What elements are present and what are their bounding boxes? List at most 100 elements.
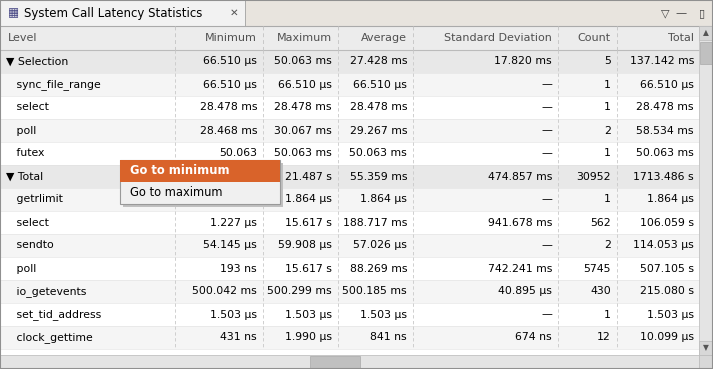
Text: 2: 2	[604, 241, 611, 251]
Text: 28.478 ms: 28.478 ms	[349, 103, 407, 113]
Text: ▼: ▼	[703, 344, 709, 352]
Text: 507.105 s: 507.105 s	[640, 263, 694, 273]
Text: 57.026 µs: 57.026 µs	[353, 241, 407, 251]
Text: —: —	[541, 79, 552, 90]
Bar	[0, 303, 699, 326]
Text: 1.990 µs: 1.990 µs	[285, 332, 332, 342]
Text: ▯: ▯	[699, 8, 705, 18]
Text: 28.468 ms: 28.468 ms	[200, 125, 257, 135]
Text: ▼ Selection: ▼ Selection	[6, 56, 68, 66]
Text: 5: 5	[604, 56, 611, 66]
Text: io_getevents: io_getevents	[6, 286, 86, 297]
Text: 66.510 µs: 66.510 µs	[353, 79, 407, 90]
Text: 188.717 ms: 188.717 ms	[343, 217, 407, 228]
Text: 1.503 µs: 1.503 µs	[360, 310, 407, 320]
Text: 2: 2	[604, 125, 611, 135]
Text: ▽: ▽	[660, 8, 669, 18]
Text: 28.478 ms: 28.478 ms	[637, 103, 694, 113]
Text: —: —	[541, 310, 552, 320]
Text: ▦: ▦	[8, 7, 19, 20]
Text: poll: poll	[6, 125, 36, 135]
Text: 215.080 s: 215.080 s	[640, 286, 694, 297]
Text: poll: poll	[6, 263, 36, 273]
Bar	[310, 356, 360, 368]
Text: set_tid_address: set_tid_address	[6, 309, 101, 320]
Text: 1.864 µs: 1.864 µs	[360, 194, 407, 204]
Text: 50.063 ms: 50.063 ms	[275, 56, 332, 66]
Text: sendto: sendto	[6, 241, 53, 251]
Text: 1: 1	[604, 103, 611, 113]
Text: 431 ns: 431 ns	[220, 332, 257, 342]
Text: 1: 1	[604, 194, 611, 204]
Text: 54.145 µs: 54.145 µs	[203, 241, 257, 251]
Text: System Call Latency Statistics: System Call Latency Statistics	[24, 7, 202, 20]
Text: 674 ns: 674 ns	[515, 332, 552, 342]
Text: 66.510 µs: 66.510 µs	[203, 79, 257, 90]
Text: 1: 1	[604, 148, 611, 159]
Bar	[699, 355, 713, 369]
Text: 17.820 ms: 17.820 ms	[494, 56, 552, 66]
Bar	[0, 234, 699, 257]
Text: 1: 1	[604, 310, 611, 320]
Text: 27.428 ms: 27.428 ms	[349, 56, 407, 66]
Text: Standard Deviation: Standard Deviation	[444, 33, 552, 43]
Text: —: —	[541, 148, 552, 159]
Text: 10.099 µs: 10.099 µs	[640, 332, 694, 342]
Text: Maximum: Maximum	[277, 33, 332, 43]
Text: 474.857 ms: 474.857 ms	[488, 172, 552, 182]
Text: 1713.486 s: 1713.486 s	[633, 172, 694, 182]
Text: 66.510 µs: 66.510 µs	[278, 79, 332, 90]
Text: ▲: ▲	[703, 28, 709, 38]
Text: 29.267 ms: 29.267 ms	[349, 125, 407, 135]
Text: Total: Total	[668, 33, 694, 43]
Text: —: —	[541, 125, 552, 135]
Text: 66.510 µs: 66.510 µs	[640, 79, 694, 90]
Text: 30.067 ms: 30.067 ms	[275, 125, 332, 135]
Text: 58.534 ms: 58.534 ms	[637, 125, 694, 135]
Text: 12: 12	[597, 332, 611, 342]
Text: 500.185 ms: 500.185 ms	[342, 286, 407, 297]
Text: 50.063 ms: 50.063 ms	[349, 148, 407, 159]
Text: Average: Average	[361, 33, 407, 43]
Text: 1.503 µs: 1.503 µs	[285, 310, 332, 320]
Bar	[0, 119, 699, 142]
Bar	[0, 26, 699, 50]
Text: —: —	[541, 194, 552, 204]
Text: Count: Count	[578, 33, 611, 43]
Text: futex: futex	[6, 148, 44, 159]
Text: 1.503 µs: 1.503 µs	[210, 310, 257, 320]
Text: 50.063: 50.063	[219, 148, 257, 159]
Bar	[0, 326, 699, 349]
Bar	[0, 280, 699, 303]
Text: ▼ Total: ▼ Total	[6, 172, 43, 182]
Text: 137.142 ms: 137.142 ms	[630, 56, 694, 66]
Text: 500.299 ms: 500.299 ms	[267, 286, 332, 297]
Text: 1: 1	[604, 79, 611, 90]
Bar	[0, 188, 699, 211]
Text: —: —	[541, 103, 552, 113]
Text: 430: 430	[590, 286, 611, 297]
Text: Level: Level	[8, 33, 38, 43]
Text: 59.908 µs: 59.908 µs	[278, 241, 332, 251]
Text: 50.063 ms: 50.063 ms	[275, 148, 332, 159]
Bar	[0, 211, 699, 234]
Text: sync_file_range: sync_file_range	[6, 79, 101, 90]
Text: Minimum: Minimum	[205, 33, 257, 43]
Text: 1.864 µs: 1.864 µs	[285, 194, 332, 204]
Text: 193 ns: 193 ns	[220, 263, 257, 273]
Bar	[0, 50, 699, 73]
Text: 21.487 s: 21.487 s	[285, 172, 332, 182]
Text: select: select	[6, 103, 49, 113]
Text: 5745: 5745	[583, 263, 611, 273]
Bar	[0, 73, 699, 96]
Text: 1.864 µs: 1.864 µs	[647, 194, 694, 204]
Bar	[0, 0, 245, 26]
Bar	[0, 26, 699, 355]
Text: Go to minimum: Go to minimum	[130, 165, 230, 177]
Text: 28.478 ms: 28.478 ms	[200, 103, 257, 113]
Text: 55.359 ms: 55.359 ms	[349, 172, 407, 182]
Text: 1.227 µs: 1.227 µs	[210, 217, 257, 228]
Text: 28.478 ms: 28.478 ms	[275, 103, 332, 113]
Text: 40.895 µs: 40.895 µs	[498, 286, 552, 297]
Text: clock_gettime: clock_gettime	[6, 332, 93, 343]
